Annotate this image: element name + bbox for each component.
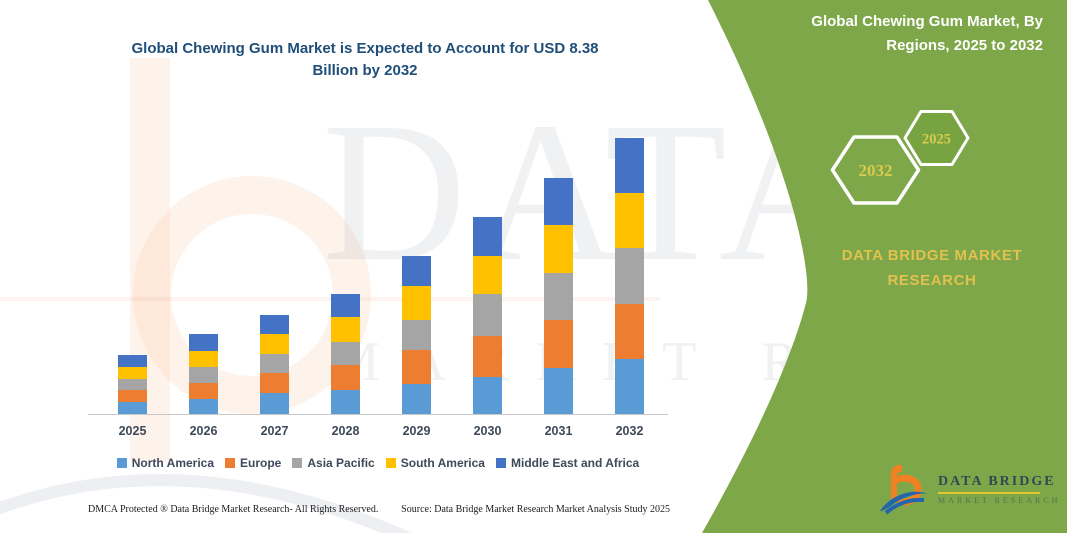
bar-segment-middle-east-and-africa xyxy=(331,294,360,317)
logo-underline xyxy=(938,491,1040,494)
green-wedge-shape xyxy=(702,0,1067,533)
logo-b-stem xyxy=(891,464,902,499)
legend-label: Asia Pacific xyxy=(307,456,375,470)
hexagon-2025 xyxy=(903,110,970,166)
bar-2025 xyxy=(118,355,147,414)
bar-segment-asia-pacific xyxy=(544,273,573,320)
bar-segment-europe xyxy=(473,336,502,377)
legend-item-europe: Europe xyxy=(225,456,281,470)
bar-segment-north-america xyxy=(615,359,644,414)
bar-segment-middle-east-and-africa xyxy=(260,315,289,334)
x-axis-label-2028: 2028 xyxy=(331,424,360,438)
bar-segment-south-america xyxy=(189,351,218,367)
bar-2031 xyxy=(544,178,573,414)
bar-segment-south-america xyxy=(118,367,147,379)
plot-area xyxy=(88,100,668,415)
bar-segment-asia-pacific xyxy=(615,248,644,304)
x-axis-label-2025: 2025 xyxy=(118,424,147,438)
bar-2026 xyxy=(189,334,218,414)
bar-segment-north-america xyxy=(331,390,360,414)
bar-segment-middle-east-and-africa xyxy=(615,138,644,193)
legend-item-south-america: South America xyxy=(385,456,485,470)
logo-b-icon xyxy=(880,464,928,515)
bar-segment-south-america xyxy=(615,193,644,248)
x-axis-label-2026: 2026 xyxy=(189,424,218,438)
bar-segment-asia-pacific xyxy=(473,294,502,336)
legend-marker-icon xyxy=(292,458,303,468)
bar-2032 xyxy=(615,138,644,414)
logo-swoosh-tail xyxy=(884,497,925,515)
footer: DMCA Protected ® Data Bridge Market Rese… xyxy=(88,504,670,515)
bar-segment-south-america xyxy=(473,256,502,294)
bar-segment-europe xyxy=(402,350,431,384)
panel-title: Global Chewing Gum Market, By Regions, 2… xyxy=(811,13,1043,54)
legend-item-asia-pacific: Asia Pacific xyxy=(292,456,375,470)
x-axis-label-2031: 2031 xyxy=(544,424,573,438)
brand-heading: DATA BRIDGE MARKET RESEARCH xyxy=(841,247,1023,289)
watermark-swoosh xyxy=(0,474,412,533)
bar-2027 xyxy=(260,315,289,414)
legend-marker-icon xyxy=(385,458,396,468)
legend-label: North America xyxy=(131,456,215,470)
bar-segment-north-america xyxy=(260,393,289,414)
footer-copyright: DMCA Protected ® Data Bridge Market Rese… xyxy=(88,504,379,515)
bar-segment-asia-pacific xyxy=(331,342,360,365)
bar-segment-north-america xyxy=(118,402,147,414)
footer-source: Source: Data Bridge Market Research Mark… xyxy=(401,504,670,515)
legend-item-middle-east-and-africa: Middle East and Africa xyxy=(495,456,640,470)
logo-name: DATA BRIDGE xyxy=(938,473,1056,489)
legend-item-north-america: North America xyxy=(116,456,215,470)
x-axis-label-2030: 2030 xyxy=(473,424,502,438)
logo-swoosh xyxy=(880,491,928,511)
bar-2030 xyxy=(473,217,502,414)
bar-segment-south-america xyxy=(544,225,573,273)
bar-segment-north-america xyxy=(473,377,502,414)
bar-segment-north-america xyxy=(402,384,431,414)
bar-segment-asia-pacific xyxy=(189,367,218,383)
bar-segment-south-america xyxy=(402,286,431,320)
legend-marker-icon xyxy=(495,458,506,468)
x-axis-label-2029: 2029 xyxy=(402,424,431,438)
bar-segment-north-america xyxy=(189,399,218,414)
bar-segment-europe xyxy=(331,365,360,390)
bar-segment-middle-east-and-africa xyxy=(402,256,431,286)
bar-segment-middle-east-and-africa xyxy=(118,355,147,367)
hexagon-2025-label: 2025 xyxy=(922,132,951,148)
bar-segment-south-america xyxy=(331,317,360,342)
bar-segment-north-america xyxy=(544,368,573,414)
bar-2029 xyxy=(402,256,431,414)
legend-label: Middle East and Africa xyxy=(510,456,640,470)
bar-segment-europe xyxy=(544,320,573,368)
bar-segment-south-america xyxy=(260,334,289,354)
chart-title: Global Chewing Gum Market is Expected to… xyxy=(131,40,599,79)
bar-2028 xyxy=(331,294,360,414)
legend-marker-icon xyxy=(116,458,127,468)
hexagon-2032-label: 2032 xyxy=(859,161,893,180)
legend-label: Europe xyxy=(240,456,282,470)
x-axis-label-2027: 2027 xyxy=(260,424,289,438)
bar-segment-asia-pacific xyxy=(402,320,431,350)
bar-segment-europe xyxy=(118,390,147,402)
bar-segment-middle-east-and-africa xyxy=(189,334,218,351)
legend: North America Europe Asia Pacific South Ame… xyxy=(88,454,668,472)
x-axis-line xyxy=(88,414,668,415)
x-axis-label-2032: 2032 xyxy=(615,424,644,438)
company-logo: DATA BRIDGE MARKET RESEARCH xyxy=(878,459,1061,519)
hexagon-2032 xyxy=(830,135,921,205)
bar-segment-europe xyxy=(260,373,289,393)
bar-segment-middle-east-and-africa xyxy=(544,178,573,225)
x-axis-labels: 2025 2026 2027 2028 2029 2030 2031 2032 xyxy=(88,424,668,440)
legend-marker-icon xyxy=(225,458,236,468)
bar-segment-middle-east-and-africa xyxy=(473,217,502,256)
bar-segment-asia-pacific xyxy=(118,379,147,390)
logo-subtitle: MARKET RESEARCH xyxy=(938,495,1061,505)
logo-text: DATA BRIDGE MARKET RESEARCH xyxy=(938,473,1061,505)
bar-segment-europe xyxy=(189,383,218,399)
bar-segment-europe xyxy=(615,304,644,359)
legend-label: South America xyxy=(400,456,485,470)
watermark-rule xyxy=(0,297,660,301)
bar-segment-asia-pacific xyxy=(260,354,289,373)
